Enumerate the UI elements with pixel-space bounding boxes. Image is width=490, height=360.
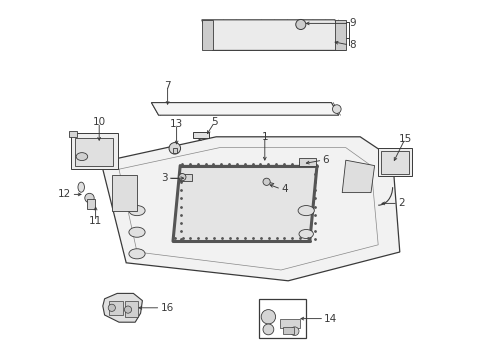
Text: 6: 6 <box>322 155 329 165</box>
Ellipse shape <box>76 153 88 161</box>
Polygon shape <box>112 175 137 211</box>
Circle shape <box>261 310 275 324</box>
Circle shape <box>296 19 306 30</box>
Bar <box>109 301 123 315</box>
Text: 2: 2 <box>398 198 405 208</box>
Bar <box>69 131 76 137</box>
Circle shape <box>263 178 270 185</box>
Text: 13: 13 <box>170 119 183 129</box>
Circle shape <box>333 105 341 113</box>
Text: 7: 7 <box>164 81 171 91</box>
Text: 12: 12 <box>58 189 72 199</box>
Circle shape <box>179 174 186 181</box>
Ellipse shape <box>129 249 145 259</box>
Text: 14: 14 <box>324 314 338 324</box>
Bar <box>75 138 113 166</box>
Polygon shape <box>101 137 400 281</box>
Bar <box>72 133 118 169</box>
Ellipse shape <box>129 227 145 237</box>
Text: 5: 5 <box>211 117 218 127</box>
Bar <box>280 319 300 328</box>
Bar <box>193 132 209 138</box>
Ellipse shape <box>129 206 145 216</box>
Bar <box>125 301 138 317</box>
Bar <box>378 148 413 176</box>
Polygon shape <box>151 103 339 115</box>
Text: 8: 8 <box>349 40 356 50</box>
Circle shape <box>169 143 180 154</box>
Bar <box>180 174 192 181</box>
Text: 11: 11 <box>89 216 102 226</box>
Circle shape <box>291 327 299 336</box>
Text: 15: 15 <box>398 134 412 144</box>
Polygon shape <box>342 160 374 193</box>
Circle shape <box>124 306 132 313</box>
Text: 10: 10 <box>93 117 106 127</box>
Text: 1: 1 <box>262 132 268 142</box>
Circle shape <box>108 304 116 311</box>
Bar <box>283 327 294 334</box>
Bar <box>381 151 409 174</box>
Circle shape <box>263 324 274 335</box>
Ellipse shape <box>78 182 84 192</box>
Ellipse shape <box>298 206 314 216</box>
Polygon shape <box>335 20 346 50</box>
Text: 16: 16 <box>160 303 173 313</box>
Bar <box>172 148 177 153</box>
Ellipse shape <box>299 230 314 239</box>
Polygon shape <box>202 20 346 50</box>
Bar <box>87 199 95 209</box>
Bar <box>259 299 306 338</box>
Text: 4: 4 <box>281 184 288 194</box>
Polygon shape <box>173 166 317 241</box>
Text: 3: 3 <box>161 173 168 183</box>
Text: 9: 9 <box>349 18 356 28</box>
Polygon shape <box>103 293 143 322</box>
Bar <box>299 158 316 166</box>
Circle shape <box>85 193 94 203</box>
Polygon shape <box>202 20 213 50</box>
